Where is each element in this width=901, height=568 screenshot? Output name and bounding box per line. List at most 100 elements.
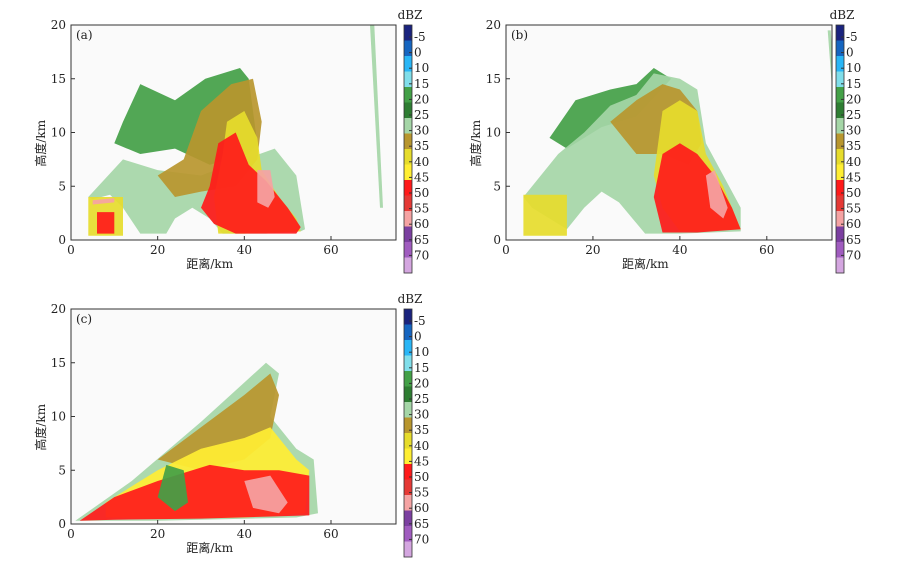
colorbar-swatch xyxy=(404,541,412,558)
x-tick-label: 60 xyxy=(759,243,774,257)
colorbar-frame xyxy=(403,24,413,274)
colorbar-swatch xyxy=(404,371,412,387)
colorbar-label: 40 xyxy=(414,155,429,169)
x-tick-label: 20 xyxy=(150,527,165,541)
colorbar-swatch xyxy=(404,40,412,57)
y-tick-label: 0 xyxy=(58,517,66,531)
colorbar-label: 25 xyxy=(414,108,429,122)
colorbar-label: 50 xyxy=(846,186,861,200)
colorbar-swatch xyxy=(404,195,412,212)
echo-region-5 xyxy=(257,170,275,208)
colorbar-swatch xyxy=(836,164,844,181)
x-tick-label: 40 xyxy=(672,243,687,257)
colorbar-swatch xyxy=(404,340,412,356)
y-tick-label: 20 xyxy=(51,18,66,32)
y-tick-label: 10 xyxy=(51,126,66,140)
y-tick-label: 20 xyxy=(486,18,501,32)
colorbar-label: 20 xyxy=(414,376,429,390)
colorbar-swatch xyxy=(836,211,844,227)
colorbar-label: 45 xyxy=(414,170,429,184)
echo-region-4 xyxy=(201,132,301,234)
echo-region-9 xyxy=(370,25,383,208)
colorbar-label: 15 xyxy=(846,77,861,91)
colorbar-label: 55 xyxy=(846,202,861,216)
y-axis-label: 高度/km xyxy=(33,403,48,450)
colorbar-label: 15 xyxy=(414,77,429,91)
y-tick-label: 5 xyxy=(493,179,501,193)
colorbar-label: 50 xyxy=(414,470,429,484)
colorbar-label: 20 xyxy=(846,92,861,106)
colorbar-swatch xyxy=(836,87,844,103)
colorbar-label: 35 xyxy=(414,139,429,153)
colorbar-label: 65 xyxy=(846,233,861,247)
colorbar-swatch xyxy=(404,479,412,496)
echo-layer xyxy=(523,30,832,236)
colorbar-swatch xyxy=(404,133,412,150)
colorbar-swatch xyxy=(404,102,412,119)
colorbar-label: 45 xyxy=(846,170,861,184)
echo-region-3 xyxy=(79,464,310,521)
panel-label: (b) xyxy=(511,28,528,42)
colorbar-swatch xyxy=(404,71,412,88)
y-axis-label: 高度/km xyxy=(33,119,48,166)
colorbar-swatch xyxy=(404,211,412,227)
colorbar-swatch xyxy=(404,526,412,542)
colorbar-label: 40 xyxy=(846,155,861,169)
x-tick-label: 0 xyxy=(67,527,75,541)
panel-c: 0 20 40 6005101520(c)距离/km高度/kmdBZ-50101520… xyxy=(33,292,429,558)
colorbar-label: 40 xyxy=(414,439,429,453)
colorbar-swatch xyxy=(836,149,844,165)
echo-region-5 xyxy=(157,464,188,512)
colorbar-swatch xyxy=(404,309,412,325)
colorbar-label: 0 xyxy=(846,46,854,60)
colorbar-swatch xyxy=(404,510,412,527)
y-tick-label: 5 xyxy=(58,463,66,477)
colorbar-label: 10 xyxy=(846,61,861,75)
colorbar-label: 35 xyxy=(414,423,429,437)
y-tick-label: 15 xyxy=(486,72,501,86)
echo-region-7 xyxy=(97,212,115,234)
colorbar-label: 65 xyxy=(414,517,429,531)
y-tick-label: 10 xyxy=(51,410,66,424)
colorbar-label: 70 xyxy=(846,248,861,262)
colorbar-label: 15 xyxy=(414,361,429,375)
x-tick-label: 40 xyxy=(237,243,252,257)
colorbar-label: 0 xyxy=(414,46,422,60)
colorbar-label: -5 xyxy=(846,30,858,44)
colorbar-swatch xyxy=(404,242,412,258)
colorbar-swatch xyxy=(836,180,844,196)
echo-layer xyxy=(75,362,318,521)
colorbar-swatch xyxy=(404,386,412,403)
y-tick-label: 15 xyxy=(51,356,66,370)
colorbar-label: 30 xyxy=(414,124,429,138)
panel-b: 0 20 40 6005101520(b)距离/km高度/kmdBZ-50101520… xyxy=(468,8,861,274)
x-tick-label: 0 xyxy=(67,243,75,257)
x-tick-label: 20 xyxy=(585,243,600,257)
colorbar-label: 25 xyxy=(846,108,861,122)
echo-region-6 xyxy=(523,194,567,236)
colorbar-swatch xyxy=(836,226,844,243)
panel-label: (a) xyxy=(76,28,93,42)
colorbar-label: 70 xyxy=(414,248,429,262)
colorbar-label: -5 xyxy=(414,30,426,44)
echo-region-4 xyxy=(244,475,288,514)
colorbar-swatch xyxy=(404,355,412,372)
colorbar-swatch xyxy=(404,56,412,72)
x-axis-label: 距离/km xyxy=(186,256,233,271)
colorbar-swatch xyxy=(836,257,844,274)
y-tick-label: 15 xyxy=(51,72,66,86)
colorbar-swatch xyxy=(404,87,412,103)
colorbar-swatch xyxy=(404,433,412,449)
colorbar-label: 30 xyxy=(414,408,429,422)
colorbar-swatch xyxy=(836,25,844,41)
colorbar-label: 50 xyxy=(414,186,429,200)
colorbar-unit: dBZ xyxy=(398,8,423,22)
y-tick-label: 0 xyxy=(493,233,501,247)
y-tick-label: 0 xyxy=(58,233,66,247)
colorbar-swatch xyxy=(404,324,412,341)
colorbar-swatch xyxy=(404,402,412,418)
y-tick-label: 20 xyxy=(51,302,66,316)
